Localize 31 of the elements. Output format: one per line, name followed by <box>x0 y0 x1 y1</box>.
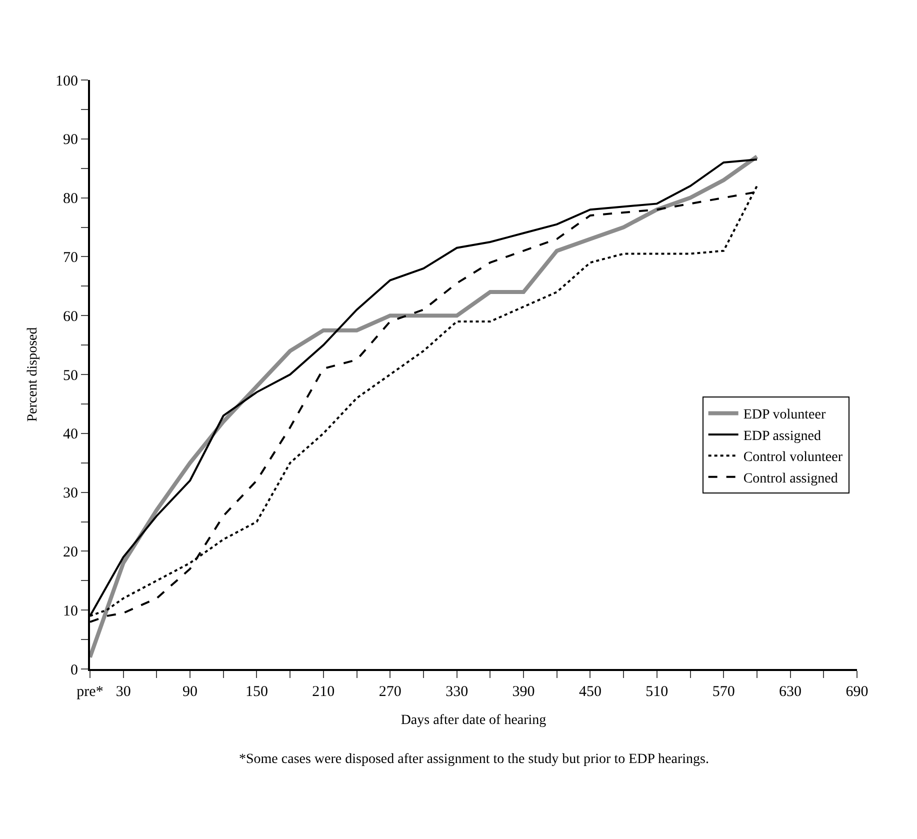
x-tick-label: 450 <box>578 684 602 700</box>
x-tick-label: 270 <box>378 684 402 700</box>
x-tick-label: 30 <box>116 684 131 700</box>
y-tick-label: 50 <box>63 368 78 384</box>
y-tick-label: 60 <box>63 308 78 325</box>
x-tick-label: 630 <box>779 684 802 700</box>
legend-label: EDP assigned <box>743 428 821 444</box>
x-tick-label: 510 <box>646 684 668 700</box>
y-tick-label: 20 <box>63 544 78 560</box>
text: *Some cases were disposed after assignment to the study but prior to EDP hearings. <box>239 752 709 767</box>
y-tick-label: 70 <box>63 250 78 266</box>
x-tick-label: 390 <box>512 684 535 700</box>
y-tick-label: 80 <box>63 191 78 208</box>
x-tick-label: 690 <box>846 684 868 700</box>
y-tick-label: 40 <box>63 426 78 443</box>
y-axis-title: Percent disposed <box>26 327 41 422</box>
x-tick-label: 330 <box>446 684 468 700</box>
y-tick-label: 100 <box>56 73 78 90</box>
x-tick-label: 90 <box>182 684 198 700</box>
legend-label: Control volunteer <box>743 450 843 466</box>
x-axis-title: Days after date of hearing <box>400 712 546 728</box>
x-tick-label: 210 <box>312 684 335 700</box>
y-tick-label: 90 <box>63 132 78 148</box>
x-tick-label: 150 <box>245 684 268 700</box>
y-tick-label: 30 <box>63 486 78 502</box>
x-tick-label: pre* <box>76 684 104 700</box>
y-tick-label: 0 <box>70 662 78 678</box>
legend-label: Control assigned <box>743 471 838 486</box>
x-tick-label: 570 <box>712 684 735 700</box>
y-tick-label: 10 <box>63 603 78 620</box>
legend-label: EDP volunteer <box>743 408 826 423</box>
